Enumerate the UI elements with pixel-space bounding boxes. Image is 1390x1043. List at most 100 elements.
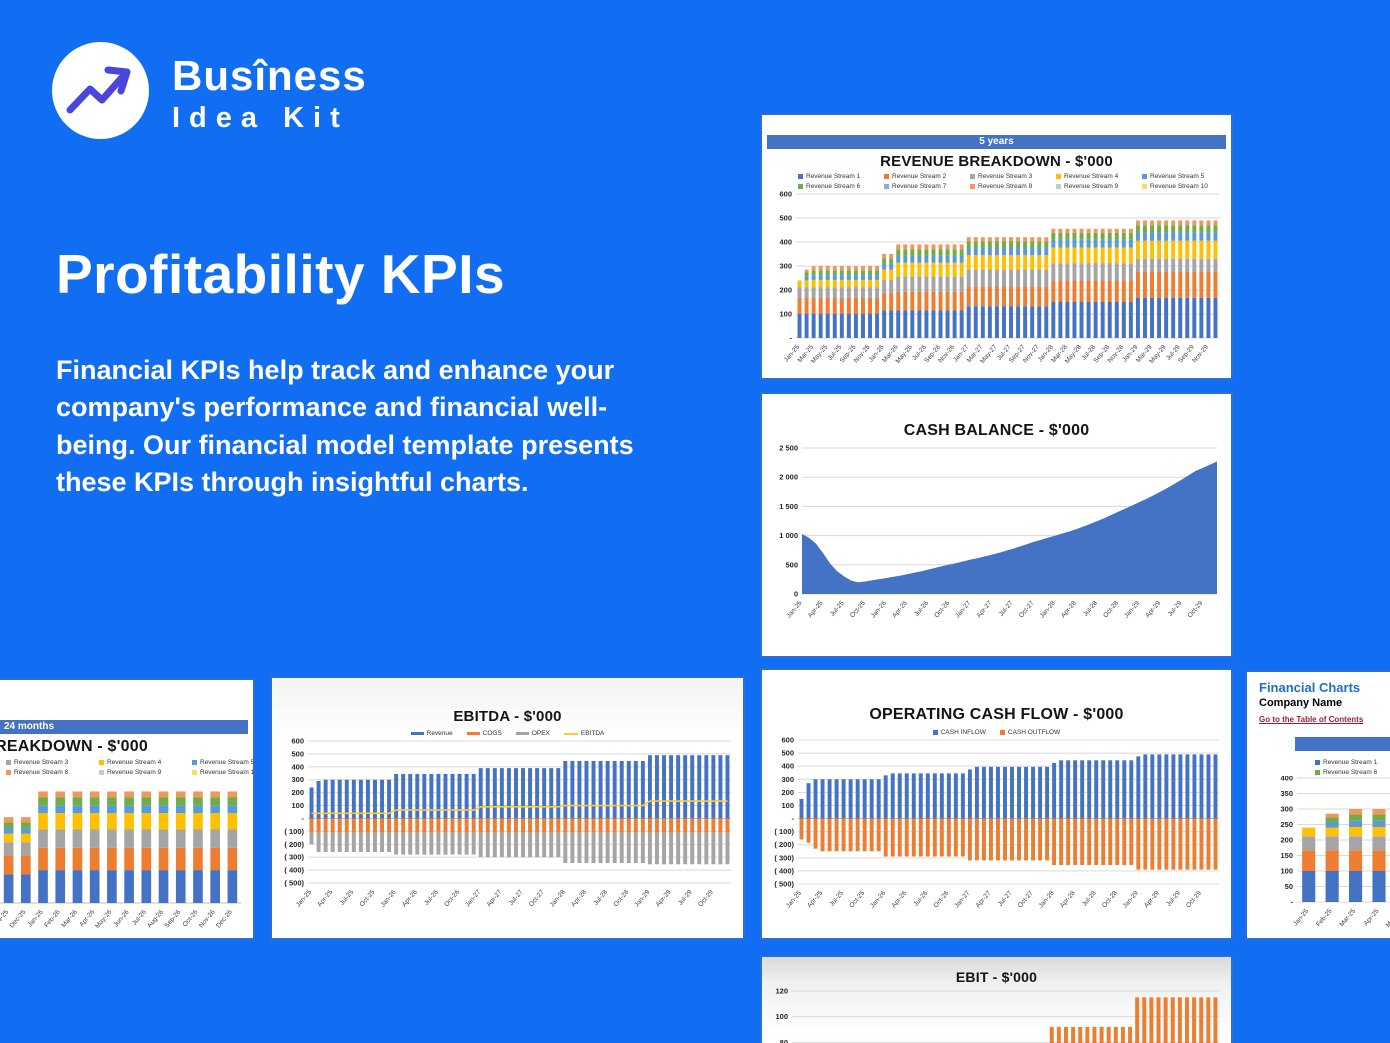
svg-text:Feb-25: Feb-25 <box>1315 908 1334 929</box>
ebit-chart: 12010080604020- <box>762 985 1231 1043</box>
svg-text:200: 200 <box>779 286 792 295</box>
svg-text:Jul-27: Jul-27 <box>998 600 1015 618</box>
svg-text:( 300): ( 300) <box>284 853 304 862</box>
svg-text:Oct-25: Oct-25 <box>849 599 867 619</box>
svg-text:Dec-25: Dec-25 <box>9 909 28 930</box>
svg-text:Apr-27: Apr-27 <box>976 599 994 619</box>
svg-text:600: 600 <box>781 736 794 745</box>
svg-text:300: 300 <box>1280 805 1293 814</box>
svg-text:1 000: 1 000 <box>779 531 798 540</box>
svg-text:Apr-25: Apr-25 <box>806 889 824 909</box>
svg-text:400: 400 <box>779 238 792 247</box>
legend-item: COGS <box>466 730 502 737</box>
operating-cash-flow-chart: 600 500 400 300 200 100 - ( 100) ( 200) ( 300) ( 4… <box>762 736 1231 931</box>
legend-label: Revenue Stream 10 <box>200 769 255 776</box>
svg-text:600: 600 <box>779 190 792 199</box>
legend-swatch <box>6 760 11 765</box>
page-title: Profitability KPIs <box>56 243 506 305</box>
legend-swatch <box>99 770 104 775</box>
brand-name: Busîness <box>172 52 367 99</box>
svg-text:Apr-28: Apr-28 <box>1059 889 1077 909</box>
legend-swatch <box>192 770 197 775</box>
legend-item: Revenue Stream 8 <box>970 183 1056 190</box>
svg-text:150: 150 <box>1280 851 1293 860</box>
legend-item: Revenue Stream 3 <box>6 759 99 766</box>
svg-text:Apr-26: Apr-26 <box>890 889 908 909</box>
page-description: Financial KPIs help track and enhance yo… <box>56 355 634 497</box>
chart-title: REVENUE BREAKDOWN - $'000 <box>880 153 1113 170</box>
company-name: Company Name <box>1259 697 1343 709</box>
legend-label: Revenue Stream 8 <box>978 183 1033 190</box>
svg-text:Jul-28: Jul-28 <box>592 889 609 907</box>
svg-text:Jan-25: Jan-25 <box>1292 907 1310 927</box>
svg-text:80: 80 <box>780 1038 788 1043</box>
svg-text:Oct-28: Oct-28 <box>1102 599 1120 619</box>
svg-text:-: - <box>302 814 305 823</box>
svg-text:Oct-26: Oct-26 <box>932 889 950 909</box>
legend-label: Revenue Stream 2 <box>892 173 947 180</box>
svg-text:Jan-27: Jan-27 <box>954 599 972 619</box>
svg-text:Jul-29: Jul-29 <box>1167 600 1184 618</box>
chart-title: REVENUE BREAKDOWN - $'000 <box>0 738 148 755</box>
svg-text:Apr-28: Apr-28 <box>570 888 588 908</box>
legend-swatch <box>192 760 197 765</box>
svg-text:Sep-26: Sep-26 <box>163 908 182 929</box>
svg-text:350: 350 <box>1280 789 1293 798</box>
legend-swatch <box>410 732 424 735</box>
svg-text:Jul-28: Jul-28 <box>1082 600 1099 618</box>
svg-text:400: 400 <box>291 762 304 771</box>
period-tag-5-years: 5 years <box>767 135 1226 149</box>
svg-text:Oct-29: Oct-29 <box>697 888 715 908</box>
chart-title: CASH BALANCE - $'000 <box>903 422 1090 439</box>
legend-swatch <box>884 184 889 189</box>
svg-text:400: 400 <box>781 762 794 771</box>
legend-swatch <box>970 174 975 179</box>
legend-label: Revenue Stream 1 <box>1323 759 1378 766</box>
revenue-breakdown-monthly-chart: 400 350 300 250 200 150 100 50 - Jan-25 Feb-25 Mar-… <box>1259 774 1390 938</box>
chart-title: EBIT - $'000 <box>955 969 1038 985</box>
svg-text:120: 120 <box>775 987 788 996</box>
svg-text:100: 100 <box>291 801 304 810</box>
svg-text:500: 500 <box>779 214 792 223</box>
svg-text:( 200): ( 200) <box>774 840 794 849</box>
legend-swatch <box>798 184 803 189</box>
svg-text:Jan-26: Jan-26 <box>869 889 887 909</box>
svg-text:50: 50 <box>1285 882 1293 891</box>
svg-text:200: 200 <box>781 788 794 797</box>
svg-text:Apr-25: Apr-25 <box>1363 907 1381 927</box>
svg-text:Oct-29: Oct-29 <box>1185 889 1203 909</box>
ebitda-card: EBITDA - $'000 Revenue COGS OPEX EBITDA 600… <box>270 676 745 940</box>
legend-swatch <box>99 760 104 765</box>
cash-balance-card: CASH BALANCE - $'000 2 500 2 000 1 500 1 00… <box>760 392 1233 658</box>
table-of-contents-link[interactable]: Go to the Table of Contents <box>1259 715 1364 724</box>
legend-item: EBITDA <box>563 730 604 737</box>
svg-text:Oct-29: Oct-29 <box>1187 599 1205 619</box>
svg-text:Oct-27: Oct-27 <box>1017 889 1035 909</box>
svg-text:Jul-26: Jul-26 <box>131 909 148 927</box>
svg-text:( 100): ( 100) <box>774 827 794 836</box>
svg-text:Oct-27: Oct-27 <box>528 888 546 908</box>
svg-text:0: 0 <box>794 590 798 599</box>
legend-label: Revenue Stream 5 <box>200 759 255 766</box>
legend-swatch <box>466 732 480 735</box>
svg-text:Apr-25: Apr-25 <box>807 599 825 619</box>
operating-cash-flow-card: OPERATING CASH FLOW - $'000 CASH INFLOW C… <box>760 668 1233 940</box>
svg-text:Apr-29: Apr-29 <box>1144 599 1162 619</box>
legend-swatch <box>798 174 803 179</box>
svg-text:Nov-25: Nov-25 <box>0 909 10 930</box>
svg-text:-: - <box>792 814 795 823</box>
legend-item: Revenue Stream 1 <box>798 173 884 180</box>
svg-text:1 500: 1 500 <box>779 502 798 511</box>
svg-text:Jul-29: Jul-29 <box>677 889 694 907</box>
legend-item: Revenue Stream 4 <box>1056 173 1142 180</box>
chart-title: OPERATING CASH FLOW - $'000 <box>869 706 1124 723</box>
sheet-title: Financial Charts <box>1259 680 1361 695</box>
svg-text:Jul-27: Jul-27 <box>508 889 525 907</box>
svg-text:500: 500 <box>785 560 798 569</box>
svg-text:Jun-26: Jun-26 <box>113 908 131 928</box>
period-tag-24-months: 24 months <box>0 720 248 734</box>
svg-text:Apr-29: Apr-29 <box>655 888 673 908</box>
svg-text:Jul-26: Jul-26 <box>913 890 930 908</box>
svg-text:May-26: May-26 <box>94 909 114 930</box>
legend-label: CASH INFLOW <box>940 729 986 736</box>
